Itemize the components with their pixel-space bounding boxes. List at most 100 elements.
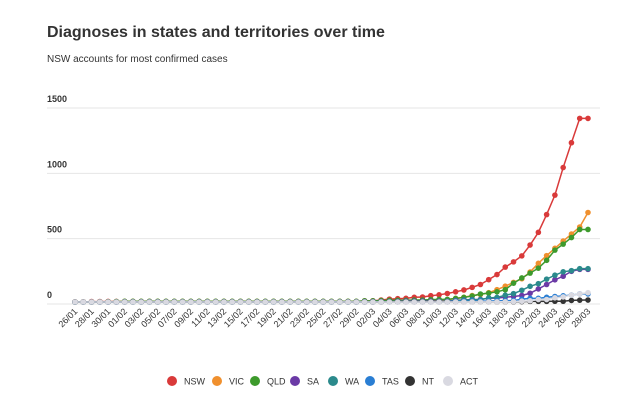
legend-label: NSW bbox=[184, 377, 206, 387]
data-point bbox=[477, 299, 484, 305]
x-tick-label: 09/02 bbox=[172, 306, 195, 329]
data-point bbox=[245, 299, 252, 305]
chart-subtitle: NSW accounts for most confirmed cases bbox=[47, 54, 228, 65]
data-point bbox=[97, 299, 103, 305]
data-point bbox=[444, 290, 451, 297]
y-tick-label: 1500 bbox=[47, 94, 67, 104]
series-line bbox=[75, 228, 588, 303]
data-point bbox=[543, 257, 550, 264]
data-point bbox=[386, 299, 393, 305]
data-point bbox=[154, 299, 161, 305]
data-point bbox=[494, 289, 500, 295]
data-point bbox=[485, 290, 492, 296]
data-point bbox=[519, 275, 525, 281]
legend-label: VIC bbox=[229, 377, 245, 387]
data-point bbox=[576, 226, 583, 233]
legend-swatch bbox=[365, 376, 375, 386]
legend-swatch bbox=[212, 376, 222, 386]
data-point bbox=[552, 192, 558, 198]
data-point bbox=[527, 290, 533, 297]
data-point bbox=[237, 299, 244, 305]
data-point bbox=[552, 272, 558, 279]
data-point bbox=[535, 260, 542, 267]
data-point bbox=[519, 287, 525, 294]
data-point bbox=[568, 267, 575, 274]
data-point bbox=[394, 299, 401, 305]
data-point bbox=[436, 299, 442, 305]
series bbox=[72, 115, 591, 305]
data-point bbox=[163, 299, 169, 305]
data-point bbox=[543, 252, 550, 259]
data-point bbox=[138, 299, 144, 305]
data-point bbox=[494, 298, 500, 305]
data-point bbox=[502, 286, 509, 293]
data-point bbox=[303, 299, 310, 305]
data-point bbox=[552, 276, 558, 283]
data-point bbox=[543, 276, 550, 282]
data-point bbox=[80, 299, 87, 305]
data-point bbox=[270, 299, 277, 305]
data-point bbox=[262, 299, 269, 305]
data-point bbox=[436, 292, 442, 298]
data-point bbox=[535, 265, 542, 271]
data-point bbox=[427, 299, 434, 305]
data-point bbox=[444, 299, 451, 305]
data-point bbox=[461, 299, 467, 305]
data-point bbox=[576, 297, 583, 303]
data-point bbox=[146, 299, 153, 305]
legend-swatch bbox=[405, 376, 415, 386]
y-tick-label: 1000 bbox=[47, 159, 67, 169]
data-point bbox=[188, 299, 194, 305]
series-line bbox=[75, 117, 588, 303]
data-point bbox=[527, 242, 533, 248]
data-point bbox=[585, 226, 591, 233]
data-point bbox=[576, 265, 583, 272]
data-point bbox=[543, 281, 550, 288]
data-point bbox=[519, 253, 525, 259]
legend-swatch bbox=[167, 376, 177, 386]
data-point bbox=[535, 296, 542, 303]
data-point bbox=[560, 298, 566, 305]
data-point bbox=[171, 299, 178, 305]
data-point bbox=[535, 229, 542, 236]
legend-label: NT bbox=[422, 377, 434, 387]
data-point bbox=[568, 234, 575, 241]
data-point bbox=[353, 299, 360, 305]
data-point bbox=[345, 299, 351, 305]
data-point bbox=[121, 299, 128, 305]
data-point bbox=[452, 299, 459, 305]
data-point bbox=[527, 270, 533, 276]
data-point bbox=[452, 289, 459, 295]
data-point bbox=[204, 299, 211, 305]
data-point bbox=[510, 280, 517, 286]
data-point bbox=[196, 299, 202, 305]
data-point bbox=[229, 299, 236, 305]
data-point bbox=[576, 291, 583, 297]
data-point bbox=[502, 298, 509, 305]
data-point bbox=[585, 209, 591, 216]
y-tick-label: 0 bbox=[47, 290, 52, 300]
data-point bbox=[527, 283, 533, 290]
data-point bbox=[560, 164, 566, 171]
data-point bbox=[543, 211, 550, 218]
data-point bbox=[585, 265, 591, 272]
data-point bbox=[469, 299, 475, 305]
data-point bbox=[105, 299, 111, 305]
legend-swatch bbox=[250, 376, 260, 386]
data-point bbox=[469, 284, 475, 291]
data-point bbox=[130, 299, 136, 305]
data-point bbox=[72, 299, 78, 305]
data-point bbox=[560, 269, 566, 275]
data-point bbox=[494, 271, 500, 278]
data-point bbox=[560, 273, 566, 280]
data-point bbox=[179, 299, 186, 305]
data-point bbox=[336, 299, 343, 305]
legend-label: ACT bbox=[460, 377, 479, 387]
data-point bbox=[527, 298, 533, 304]
data-point bbox=[576, 115, 583, 122]
data-point bbox=[328, 299, 335, 305]
data-point bbox=[510, 298, 517, 305]
data-point bbox=[585, 115, 591, 122]
legend-swatch bbox=[443, 376, 453, 386]
